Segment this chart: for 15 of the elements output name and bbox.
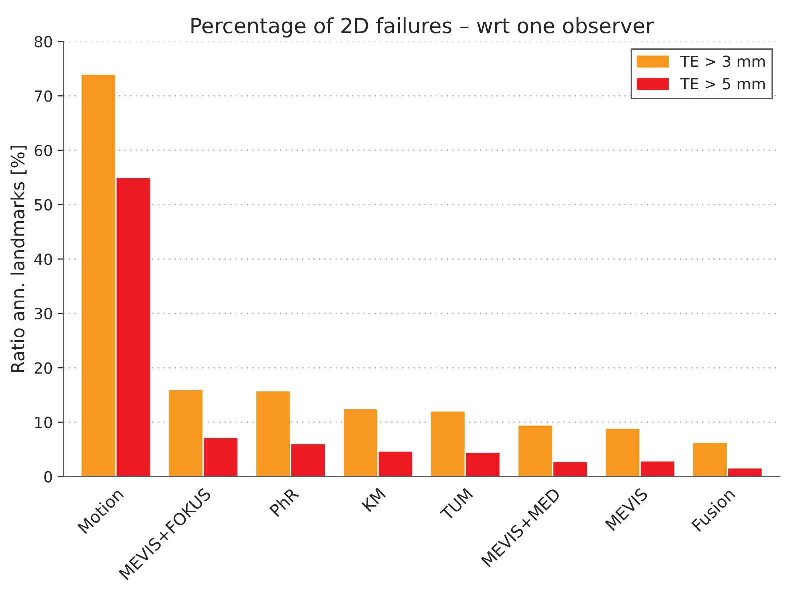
x-tick-label: PhR <box>269 486 300 518</box>
y-tick-label: 50 <box>35 199 52 211</box>
x-tick-label: KM <box>362 488 386 512</box>
chart-title: Percentage of 2D failures – wrt one observer <box>192 18 654 38</box>
y-axis-title: Ratio ann. landmarks [%] <box>10 146 27 372</box>
y-tick-label: 60 <box>34 144 52 157</box>
y-tick-label: 40 <box>34 254 52 266</box>
y-tick-label: 30 <box>34 308 52 320</box>
legend-label: TE > 3 mm <box>680 56 766 68</box>
y-tick-label: 20 <box>34 362 52 374</box>
y-tick-label: 10 <box>36 416 52 428</box>
y-tick-label: 70 <box>35 90 52 102</box>
legend-label: TE > 5 mm <box>680 78 766 90</box>
y-tick-label: 0 <box>44 471 52 483</box>
y-tick-label: 80 <box>34 36 52 48</box>
